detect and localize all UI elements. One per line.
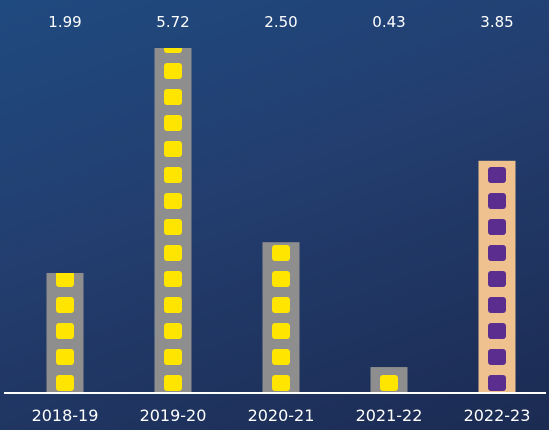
bar-dot: [164, 115, 182, 131]
bar-dot: [164, 193, 182, 209]
bar-dot: [488, 193, 506, 209]
bar-dot: [272, 271, 290, 287]
bar-dot: [272, 375, 290, 391]
bar-2019-20: [154, 48, 192, 393]
bar-rect: [262, 242, 300, 393]
value-label-2019-20: 5.72: [156, 13, 189, 31]
bar-dot: [164, 89, 182, 105]
bar-dot: [56, 375, 74, 391]
bar-dot: [488, 271, 506, 287]
bar-dots: [272, 245, 290, 391]
value-labels-group: 1.99 5.72 2.50 0.43 3.85: [48, 13, 513, 31]
bar-dot: [164, 297, 182, 313]
bar-dot: [272, 245, 290, 261]
bar-dot: [164, 323, 182, 339]
x-tick-2019-20: 2019-20: [140, 406, 207, 425]
bar-dot: [272, 349, 290, 365]
bar-dot: [56, 272, 74, 287]
bars-group: [46, 48, 516, 393]
bar-dot: [164, 375, 182, 391]
bar-2022-23: [478, 160, 516, 393]
x-tick-2021-22: 2021-22: [356, 406, 423, 425]
bar-dot: [380, 375, 398, 391]
value-label-2018-19: 1.99: [48, 13, 81, 31]
bar-dots: [164, 48, 182, 391]
bar-dot: [488, 297, 506, 313]
bar-2018-19: [46, 272, 84, 393]
bar-dot: [488, 167, 506, 183]
x-tick-2022-23: 2022-23: [464, 406, 531, 425]
bar-dot: [164, 141, 182, 157]
x-tick-labels-group: 2018-19 2019-20 2020-21 2021-22 2022-23: [32, 406, 531, 425]
bar-dots: [380, 375, 398, 391]
bar-dot: [272, 323, 290, 339]
value-label-2022-23: 3.85: [480, 13, 513, 31]
x-tick-2018-19: 2018-19: [32, 406, 99, 425]
bar-dot: [164, 219, 182, 235]
bar-dot: [56, 323, 74, 339]
bar-dots: [488, 167, 506, 391]
bar-dot: [488, 323, 506, 339]
value-label-2020-21: 2.50: [264, 13, 297, 31]
bar-dot: [488, 219, 506, 235]
bar-dots: [56, 272, 74, 391]
bar-dot: [164, 271, 182, 287]
bar-dot: [488, 245, 506, 261]
value-label-2021-22: 0.43: [372, 13, 405, 31]
bar-dot: [164, 167, 182, 183]
bar-2021-22: [370, 367, 408, 393]
bar-2020-21: [262, 242, 300, 393]
bar-dot: [488, 349, 506, 365]
bar-dot: [488, 375, 506, 391]
bar-dot: [56, 297, 74, 313]
bar-dot: [56, 349, 74, 365]
bar-dot: [164, 48, 182, 53]
bar-dot: [272, 297, 290, 313]
x-tick-2020-21: 2020-21: [248, 406, 315, 425]
bar-dot: [164, 349, 182, 365]
bar-dot: [164, 245, 182, 261]
bar-dot: [164, 63, 182, 79]
